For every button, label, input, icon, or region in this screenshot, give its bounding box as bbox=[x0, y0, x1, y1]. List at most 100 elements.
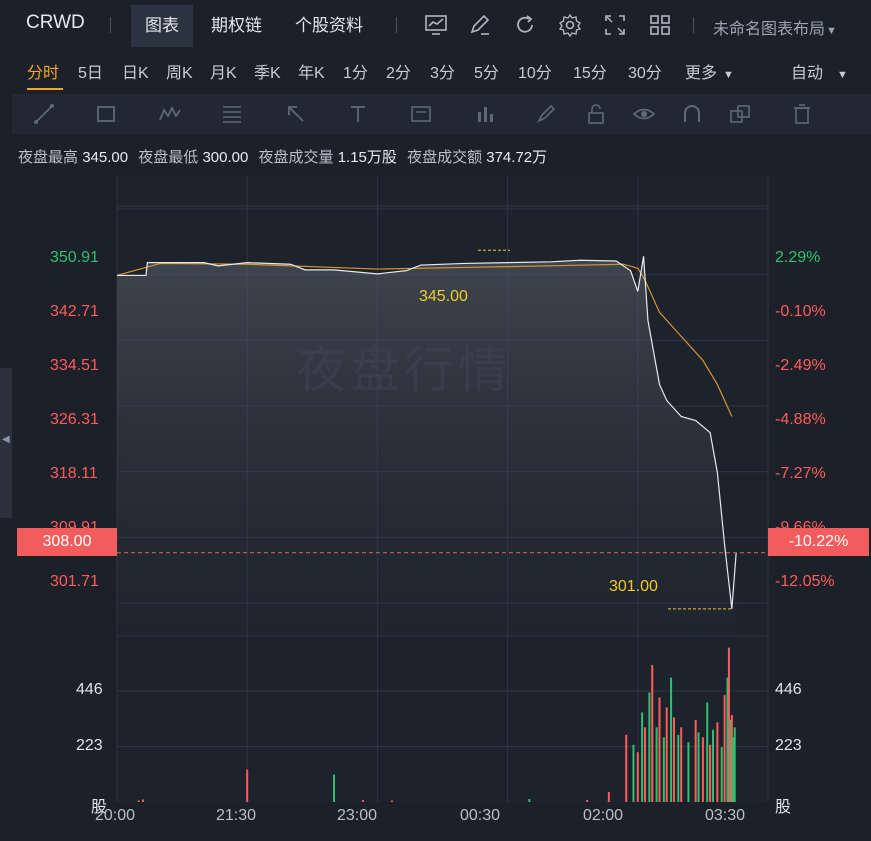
tab-chart[interactable]: 图表 bbox=[131, 5, 193, 47]
clone-icon[interactable] bbox=[728, 102, 752, 126]
volume-bar bbox=[632, 744, 635, 802]
volume-bar bbox=[528, 799, 531, 802]
amount-label: 夜盘成交额 bbox=[407, 149, 483, 166]
drawing-toolbar bbox=[12, 94, 871, 134]
volume-bar bbox=[607, 792, 610, 802]
y-tick-label: 334.51 bbox=[50, 357, 99, 374]
trash-icon[interactable] bbox=[790, 102, 814, 126]
period-10m[interactable]: 10分 bbox=[518, 65, 552, 82]
current-price-badge: 308.00 bbox=[17, 528, 117, 556]
period-bar: 分时 5日 日K 周K 月K 季K 年K 1分 2分 3分 5分 10分 15分… bbox=[0, 50, 871, 90]
period-monthly[interactable]: 月K bbox=[210, 65, 237, 82]
volume-bar bbox=[625, 734, 628, 802]
current-pct-value: -10.22% bbox=[788, 533, 849, 550]
fullscreen-icon[interactable] bbox=[602, 12, 628, 38]
chart-type-icon[interactable] bbox=[423, 12, 449, 38]
label-tool-icon[interactable] bbox=[409, 102, 433, 126]
pct-tick-label: -7.27% bbox=[775, 465, 826, 482]
magnet-icon[interactable] bbox=[680, 102, 704, 126]
period-30m[interactable]: 30分 bbox=[628, 65, 662, 82]
period-more[interactable]: 更多 ▼ bbox=[685, 59, 734, 83]
volume-bar bbox=[644, 727, 647, 802]
period-intraday[interactable]: 分时 bbox=[27, 65, 60, 82]
period-daily[interactable]: 日K bbox=[122, 65, 149, 82]
divider bbox=[396, 17, 397, 33]
volume-bar bbox=[142, 799, 145, 802]
low-value: 300.00 bbox=[202, 149, 249, 166]
x-tick-label: 23:00 bbox=[337, 807, 378, 824]
grid-layout-icon[interactable] bbox=[647, 12, 673, 38]
volume-bar bbox=[730, 714, 733, 802]
period-15m[interactable]: 15分 bbox=[573, 65, 607, 82]
x-tick-label: 00:30 bbox=[460, 807, 501, 824]
volume-bar bbox=[701, 737, 704, 802]
top-toolbar: CRWD 图表 期权链 个股资料 未命名图表布局▼ bbox=[0, 0, 871, 50]
high-label: 夜盘最高 bbox=[18, 149, 79, 166]
settings-gear-icon[interactable] bbox=[557, 12, 583, 38]
current-price-value: 308.00 bbox=[42, 533, 92, 550]
high-value: 345.00 bbox=[82, 149, 129, 166]
refresh-icon[interactable] bbox=[512, 12, 538, 38]
period-more-label: 更多 bbox=[685, 65, 718, 82]
period-quarterly[interactable]: 季K bbox=[254, 65, 281, 82]
layout-selector[interactable]: 未命名图表布局▼ bbox=[713, 15, 837, 39]
period-yearly[interactable]: 年K bbox=[298, 65, 325, 82]
volume-bar bbox=[361, 800, 364, 802]
low-price-marker: 301.00 bbox=[609, 578, 658, 595]
amount-value: 374.72万 bbox=[486, 149, 548, 166]
period-1m[interactable]: 1分 bbox=[343, 65, 368, 82]
y-tick-label: 350.91 bbox=[50, 249, 99, 266]
layout-name: 未命名图表布局 bbox=[713, 21, 826, 38]
volume-bar bbox=[658, 697, 661, 802]
volume-bar bbox=[733, 727, 736, 802]
x-tick-label: 20:00 bbox=[95, 807, 136, 824]
volume-bar bbox=[670, 677, 673, 802]
volume-bar bbox=[680, 727, 683, 802]
lock-icon[interactable] bbox=[584, 102, 608, 126]
y-tick-label: 301.71 bbox=[50, 573, 99, 590]
period-5d[interactable]: 5日 bbox=[78, 65, 103, 82]
active-period-indicator bbox=[27, 88, 63, 90]
volume-bar bbox=[246, 769, 249, 802]
sidebar-collapse-handle[interactable]: ◀ bbox=[0, 368, 12, 518]
pct-tick-label: -2.49% bbox=[775, 357, 826, 374]
tab-options-chain[interactable]: 期权链 bbox=[211, 16, 262, 35]
volume-bar bbox=[662, 737, 665, 802]
rectangle-tool-icon[interactable] bbox=[94, 102, 118, 126]
period-5m[interactable]: 5分 bbox=[474, 65, 499, 82]
wave-pattern-icon[interactable] bbox=[158, 102, 182, 126]
period-3m[interactable]: 3分 bbox=[430, 65, 455, 82]
volume-bar bbox=[648, 692, 651, 802]
brush-icon[interactable] bbox=[534, 102, 558, 126]
volume-bar bbox=[655, 727, 658, 802]
eye-icon[interactable] bbox=[632, 102, 656, 126]
volume-bar bbox=[636, 752, 639, 802]
draw-pen-icon[interactable] bbox=[467, 12, 493, 38]
average-price-line bbox=[116, 262, 733, 417]
fibonacci-icon[interactable] bbox=[220, 102, 244, 126]
volume-tick-label: 446 bbox=[76, 681, 103, 698]
period-weekly[interactable]: 周K bbox=[166, 65, 193, 82]
measure-icon[interactable] bbox=[473, 102, 497, 126]
y-tick-label: 342.71 bbox=[50, 303, 99, 320]
text-tool-icon[interactable] bbox=[346, 102, 370, 126]
volume-bar bbox=[333, 774, 335, 802]
volume-bar bbox=[641, 712, 644, 802]
volume-bar bbox=[586, 800, 589, 802]
volume-bars bbox=[137, 647, 736, 802]
volume-bar bbox=[732, 737, 735, 802]
volume-label: 夜盘成交量 bbox=[258, 149, 334, 166]
volume-unit-label: 股 bbox=[775, 799, 792, 816]
tab-stock-profile[interactable]: 个股资料 bbox=[295, 16, 363, 35]
volume-bar bbox=[723, 694, 726, 802]
volume-tick-label: 223 bbox=[76, 737, 103, 754]
volume-bar bbox=[694, 719, 697, 802]
volume-bar bbox=[706, 702, 709, 802]
arrow-tool-icon[interactable] bbox=[284, 102, 308, 126]
period-2m[interactable]: 2分 bbox=[386, 65, 411, 82]
volume-bar bbox=[390, 800, 393, 802]
ticker-symbol[interactable]: CRWD bbox=[26, 12, 85, 33]
adjust-mode-select[interactable]: 自动 ▼ bbox=[791, 59, 848, 83]
trend-line-icon[interactable] bbox=[32, 102, 56, 126]
